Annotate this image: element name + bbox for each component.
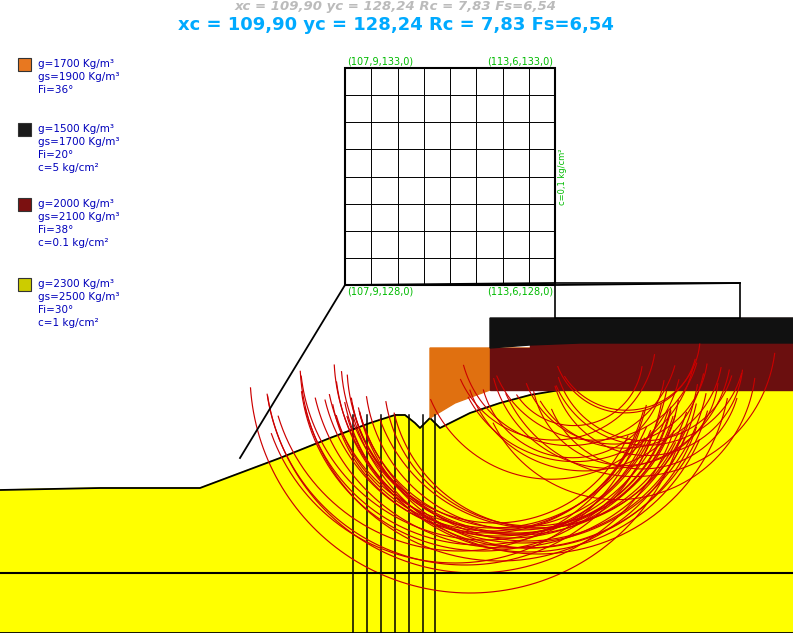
Text: g=2300 Kg/m³: g=2300 Kg/m³ [38, 279, 114, 289]
Text: gs=2500 Kg/m³: gs=2500 Kg/m³ [38, 292, 120, 302]
Polygon shape [490, 318, 793, 348]
Text: (107,9,133,0): (107,9,133,0) [347, 56, 413, 66]
Polygon shape [490, 348, 793, 390]
Text: (113,6,128,0): (113,6,128,0) [487, 287, 553, 297]
Text: Fi=20°: Fi=20° [38, 150, 73, 160]
Text: g=1500 Kg/m³: g=1500 Kg/m³ [38, 124, 114, 134]
Text: gs=2100 Kg/m³: gs=2100 Kg/m³ [38, 212, 120, 222]
Bar [18, 123, 31, 136]
Bar [18, 278, 31, 291]
Bar [18, 198, 31, 211]
Text: xc = 109,90 yc = 128,24 Rc = 7,83 Fs=6,54: xc = 109,90 yc = 128,24 Rc = 7,83 Fs=6,5… [235, 0, 557, 13]
Text: (107,9,128,0): (107,9,128,0) [347, 287, 413, 297]
Text: g=2000 Kg/m³: g=2000 Kg/m³ [38, 199, 114, 209]
Text: c=5 kg/cm²: c=5 kg/cm² [38, 163, 98, 173]
Text: gs=1900 Kg/m³: gs=1900 Kg/m³ [38, 72, 120, 82]
Polygon shape [490, 348, 793, 390]
Text: g=1700 Kg/m³: g=1700 Kg/m³ [38, 59, 114, 69]
Text: c=1 kg/cm²: c=1 kg/cm² [38, 318, 98, 328]
Text: c=0.1 kg/cm²: c=0.1 kg/cm² [38, 238, 109, 248]
Polygon shape [430, 348, 490, 418]
Text: c=0,1 kg/cm²: c=0,1 kg/cm² [558, 148, 567, 204]
Text: Fi=38°: Fi=38° [38, 225, 74, 235]
Text: (113,6,133,0): (113,6,133,0) [487, 56, 553, 66]
Text: gs=1700 Kg/m³: gs=1700 Kg/m³ [38, 137, 120, 147]
Text: Fi=36°: Fi=36° [38, 85, 74, 95]
Text: xc = 109,90 yc = 128,24 Rc = 7,83 Fs=6,54: xc = 109,90 yc = 128,24 Rc = 7,83 Fs=6,5… [178, 16, 614, 34]
Bar [555, 283, 740, 318]
Bar [345, 68, 555, 285]
Polygon shape [530, 318, 793, 348]
Bar [18, 58, 31, 71]
Polygon shape [0, 390, 793, 633]
Text: Fi=30°: Fi=30° [38, 305, 73, 315]
